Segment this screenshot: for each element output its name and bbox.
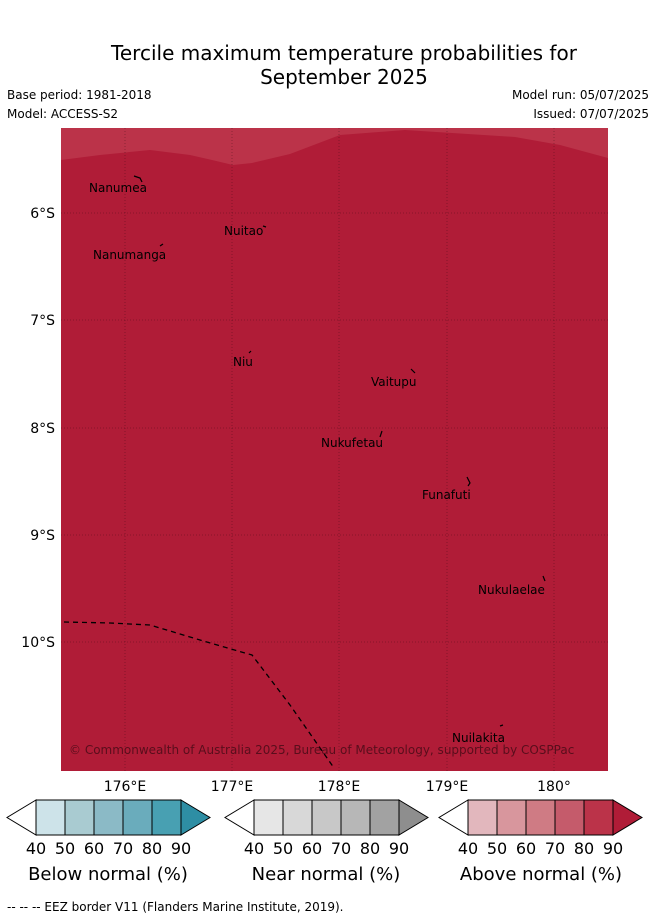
near-tick-80: 80	[360, 839, 380, 858]
lon-label-179e: 179°E	[426, 779, 469, 795]
above-swatch-80	[584, 800, 613, 835]
island-label-niu: Niu	[233, 355, 253, 369]
eez-border	[63, 621, 335, 769]
above-tick-80: 80	[574, 839, 594, 858]
near-swatch-min	[224, 799, 255, 836]
lat-label-10s: 10°S	[21, 635, 55, 651]
niu-island-shape	[248, 350, 252, 354]
island-label-nukulaelae: Nukulaelae	[478, 583, 545, 597]
below-tick-50: 50	[55, 839, 75, 858]
vaitupu-island-shape	[410, 368, 416, 374]
eez-border-note: -- -- -- EEZ border V11 (Flanders Marine…	[7, 900, 344, 914]
above-tick-60: 60	[516, 839, 536, 858]
below-swatch-min	[6, 799, 37, 836]
probability-fill	[61, 128, 608, 771]
island-label-nukufetau: Nukufetau	[321, 436, 383, 450]
near-swatch-60	[312, 800, 341, 835]
below-tick-70: 70	[113, 839, 133, 858]
below-swatch-max	[180, 799, 211, 836]
near-swatch-70	[341, 800, 370, 835]
colorbar-above-normal: 40 50 60 70 80 90 Above normal (%)	[438, 799, 643, 885]
near-swatch-40	[254, 800, 283, 835]
nuilakita-island-shape	[499, 724, 504, 727]
nukulaelae-island-shape	[542, 575, 546, 582]
funafuti-island-shape	[466, 476, 471, 487]
above-swatch-max	[612, 799, 643, 836]
nanumea-island-shape	[133, 175, 143, 183]
base-period: Base period: 1981-2018	[7, 88, 152, 102]
near-swatch-50	[283, 800, 312, 835]
below-swatch-50	[65, 800, 94, 835]
island-label-nanumanga: Nanumanga	[93, 248, 166, 262]
island-label-vaitupu: Vaitupu	[371, 375, 417, 389]
lat-label-7s: 7°S	[30, 313, 55, 329]
model-run: Model run: 05/07/2025	[511, 88, 649, 102]
lon-label-178e: 178°E	[318, 779, 361, 795]
below-swatch-70	[123, 800, 152, 835]
lon-label-176e: 176°E	[104, 779, 147, 795]
below-swatch-40	[36, 800, 65, 835]
colorbar-near-normal: 40 50 60 70 80 90 Near normal (%)	[224, 799, 429, 885]
above-swatch-min	[438, 799, 469, 836]
below-tick-90: 90	[171, 839, 191, 858]
near-tick-70: 70	[331, 839, 351, 858]
island-label-nanumea: Nanumea	[89, 181, 147, 195]
map-panel: Nanumea Nuitao Nanumanga Niu Vaitupu Nuk…	[61, 128, 608, 771]
island-label-nuilakita: Nuilakita	[452, 731, 505, 745]
copyright-notice: © Commonwealth of Australia 2025, Bureau…	[69, 743, 574, 757]
near-tick-60: 60	[302, 839, 322, 858]
near-tick-40: 40	[244, 839, 264, 858]
island-label-nuitao: Nuitao	[224, 224, 263, 238]
above-swatch-60	[526, 800, 555, 835]
title-line-1: Tercile maximum temperature probabilitie…	[111, 41, 577, 65]
near-normal-label: Near normal (%)	[252, 864, 401, 885]
lon-label-177e: 177°E	[211, 779, 254, 795]
below-tick-40: 40	[26, 839, 46, 858]
above-swatch-70	[555, 800, 584, 835]
model-name: Model: ACCESS-S2	[7, 107, 119, 121]
issued-date: Issued: 07/07/2025	[533, 107, 649, 121]
gridlines	[61, 128, 608, 771]
island-label-funafuti: Funafuti	[422, 488, 471, 502]
near-tick-90: 90	[389, 839, 409, 858]
near-swatch-max	[398, 799, 429, 836]
below-tick-60: 60	[84, 839, 104, 858]
lon-label-180: 180°	[537, 779, 571, 795]
above-tick-50: 50	[487, 839, 507, 858]
above-swatch-40	[468, 800, 497, 835]
island-outlines	[133, 175, 546, 727]
nuitao-island-shape	[262, 225, 267, 228]
lat-label-6s: 6°S	[30, 206, 55, 222]
nukufetau-island-shape	[379, 430, 383, 438]
above-swatch-50	[497, 800, 526, 835]
near-swatch-80	[370, 800, 399, 835]
nanumanga-island-shape	[159, 243, 164, 247]
below-swatch-80	[152, 800, 181, 835]
below-swatch-60	[94, 800, 123, 835]
below-tick-80: 80	[142, 839, 162, 858]
above-normal-label: Above normal (%)	[460, 864, 622, 885]
near-tick-50: 50	[273, 839, 293, 858]
lat-label-8s: 8°S	[30, 421, 55, 437]
below-normal-label: Below normal (%)	[28, 864, 188, 885]
above-tick-70: 70	[545, 839, 565, 858]
title-line-2: September 2025	[260, 65, 428, 89]
upper-probability-band	[61, 128, 608, 165]
above-tick-40: 40	[458, 839, 478, 858]
lat-label-9s: 9°S	[30, 528, 55, 544]
above-tick-90: 90	[603, 839, 623, 858]
colorbar-below-normal: 40 50 60 70 80 90 Below normal (%)	[6, 799, 211, 885]
map-title: Tercile maximum temperature probabilitie…	[0, 41, 655, 89]
